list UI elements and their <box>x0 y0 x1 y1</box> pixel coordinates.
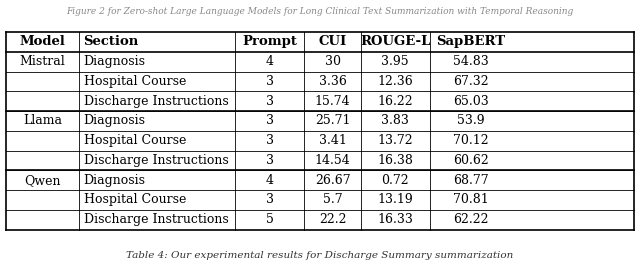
Text: 62.22: 62.22 <box>452 213 488 226</box>
Text: 30: 30 <box>324 55 340 68</box>
Text: Table 4: Our experimental results for Discharge Summary summarization: Table 4: Our experimental results for Di… <box>126 251 514 260</box>
Text: 4: 4 <box>266 55 274 68</box>
Text: Llama: Llama <box>23 115 62 127</box>
Text: 3: 3 <box>266 134 274 147</box>
Text: 53.9: 53.9 <box>457 115 484 127</box>
Text: Discharge Instructions: Discharge Instructions <box>84 154 228 167</box>
Text: 26.67: 26.67 <box>315 174 350 187</box>
Text: Section: Section <box>84 36 139 48</box>
Text: Diagnosis: Diagnosis <box>84 115 145 127</box>
Text: 12.36: 12.36 <box>378 75 413 88</box>
Text: Diagnosis: Diagnosis <box>84 174 145 187</box>
Text: 16.22: 16.22 <box>378 95 413 108</box>
Text: 3.95: 3.95 <box>381 55 409 68</box>
Text: 67.32: 67.32 <box>452 75 488 88</box>
Text: 3.41: 3.41 <box>319 134 346 147</box>
Text: 3: 3 <box>266 115 274 127</box>
Text: 54.83: 54.83 <box>452 55 488 68</box>
Text: 22.2: 22.2 <box>319 213 346 226</box>
Text: Discharge Instructions: Discharge Instructions <box>84 213 228 226</box>
Text: Figure 2 for Zero-shot Large Language Models for Long Clinical Text Summarizatio: Figure 2 for Zero-shot Large Language Mo… <box>67 7 573 16</box>
Text: 3.83: 3.83 <box>381 115 409 127</box>
Text: Mistral: Mistral <box>20 55 65 68</box>
Text: Hospital Course: Hospital Course <box>84 194 186 206</box>
Text: 0.72: 0.72 <box>381 174 409 187</box>
Text: 25.71: 25.71 <box>315 115 350 127</box>
Text: 16.38: 16.38 <box>378 154 413 167</box>
Text: ROUGE-L: ROUGE-L <box>360 36 431 48</box>
Text: 13.72: 13.72 <box>378 134 413 147</box>
Text: Prompt: Prompt <box>243 36 297 48</box>
Text: 70.81: 70.81 <box>452 194 488 206</box>
Text: Hospital Course: Hospital Course <box>84 134 186 147</box>
Text: Model: Model <box>20 36 65 48</box>
Text: CUI: CUI <box>319 36 347 48</box>
Text: Qwen: Qwen <box>24 174 61 187</box>
Text: Diagnosis: Diagnosis <box>84 55 145 68</box>
Text: 65.03: 65.03 <box>452 95 488 108</box>
Text: 3: 3 <box>266 154 274 167</box>
Text: 70.12: 70.12 <box>452 134 488 147</box>
Text: 3: 3 <box>266 95 274 108</box>
Text: SapBERT: SapBERT <box>436 36 505 48</box>
Text: 3: 3 <box>266 194 274 206</box>
Text: 5: 5 <box>266 213 274 226</box>
Text: 4: 4 <box>266 174 274 187</box>
Text: 13.19: 13.19 <box>378 194 413 206</box>
Text: 16.33: 16.33 <box>378 213 413 226</box>
Text: Hospital Course: Hospital Course <box>84 75 186 88</box>
Text: 14.54: 14.54 <box>315 154 351 167</box>
Text: 15.74: 15.74 <box>315 95 350 108</box>
Text: 60.62: 60.62 <box>452 154 488 167</box>
Text: 5.7: 5.7 <box>323 194 342 206</box>
Text: 68.77: 68.77 <box>452 174 488 187</box>
Text: 3: 3 <box>266 75 274 88</box>
Text: Discharge Instructions: Discharge Instructions <box>84 95 228 108</box>
Text: 3.36: 3.36 <box>319 75 346 88</box>
